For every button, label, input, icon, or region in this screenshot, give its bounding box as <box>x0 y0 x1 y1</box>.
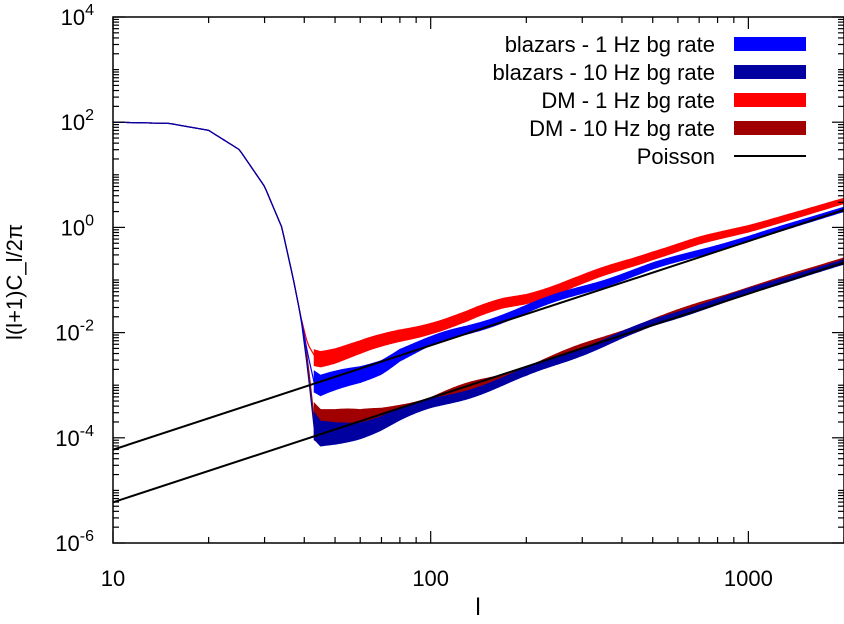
legend-entry-blazars-10-hz-bg-rate: blazars - 10 Hz bg rate <box>492 60 806 85</box>
y-tick-label: 10-4 <box>55 423 94 451</box>
legend-swatch <box>734 121 806 135</box>
series-curve <box>113 121 315 420</box>
series-curve <box>113 121 315 384</box>
legend-label: DM - 1 Hz bg rate <box>541 88 715 113</box>
legend-swatch <box>734 93 806 107</box>
poisson-line-2 <box>113 261 844 504</box>
legend-label: DM - 10 Hz bg rate <box>529 116 715 141</box>
legend-swatch <box>734 65 806 79</box>
y-tick-label: 104 <box>61 2 94 30</box>
y-tick-label: 102 <box>61 107 94 135</box>
legend-entry-poisson: Poisson <box>637 144 806 169</box>
series-band <box>313 197 844 368</box>
legend-entry-dm-1-hz-bg-rate: DM - 1 Hz bg rate <box>541 88 806 113</box>
series-blazars-1-hz-bg-rate <box>113 121 844 397</box>
y-tick-label: 10-6 <box>55 528 94 556</box>
series-band <box>313 206 844 397</box>
series-curve <box>113 121 315 429</box>
poisson-line-1 <box>113 208 844 451</box>
legend-swatch <box>734 37 806 51</box>
x-tick-label: 10 <box>101 566 125 591</box>
x-axis-label: l <box>475 594 480 621</box>
legend-label: Poisson <box>637 144 715 169</box>
x-tick-label: 100 <box>412 566 449 591</box>
legend: blazars - 1 Hz bg rate blazars - 10 Hz bg… <box>492 32 806 169</box>
plot-content <box>113 121 844 504</box>
series-blazars-10-hz-bg-rate <box>113 121 844 447</box>
legend-label: blazars - 1 Hz bg rate <box>505 32 715 57</box>
legend-entry-dm-10-hz-bg-rate: DM - 10 Hz bg rate <box>529 116 806 141</box>
axes: 10 100 1000 10-6 10-4 10-2 100 102 104 <box>55 2 844 591</box>
x-tick-label: 1000 <box>724 566 773 591</box>
y-tick-label: 100 <box>61 212 94 240</box>
y-axis-label: l(l+1)C_l/2π <box>2 224 27 340</box>
legend-entry-blazars-1-hz-bg-rate: blazars - 1 Hz bg rate <box>505 32 806 57</box>
y-tick-label: 10-2 <box>55 318 94 346</box>
series-poisson <box>113 208 844 504</box>
legend-label: blazars - 10 Hz bg rate <box>492 60 715 85</box>
